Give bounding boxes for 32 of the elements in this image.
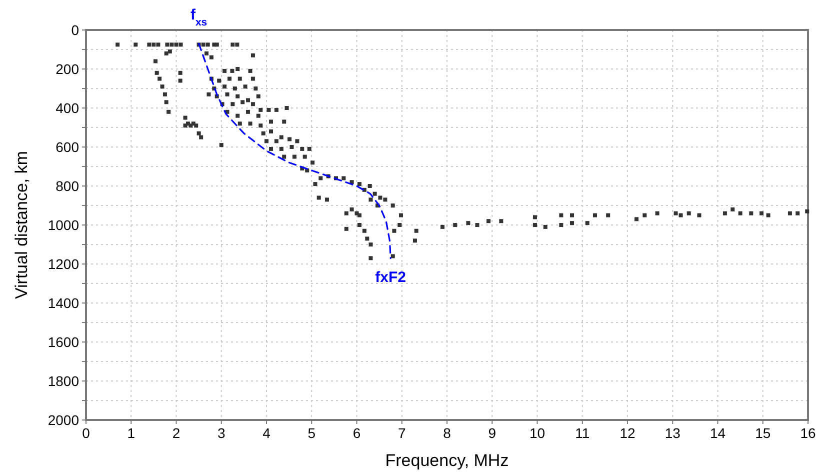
x-tick-label: 4 — [262, 425, 271, 441]
y-tick-label: 600 — [56, 138, 80, 155]
x-tick-label: 1 — [127, 425, 136, 441]
y-tick-label: 800 — [56, 178, 80, 194]
annotation: fxF2 — [375, 269, 406, 286]
x-tick-label: 6 — [352, 425, 361, 441]
x-axis-title: Frequency, MHz — [385, 451, 509, 470]
x-tick-label: 10 — [529, 425, 546, 441]
x-tick-label: 5 — [308, 425, 316, 441]
x-tick-label: 0 — [82, 425, 90, 441]
x-tick-label: 11 — [575, 425, 590, 441]
x-tick-label: 9 — [488, 425, 496, 441]
y-tick-label: 200 — [56, 60, 80, 77]
y-tick-label: 400 — [56, 100, 80, 116]
annotation: f$_{xs}$ — [190, 6, 208, 29]
x-tick-label: 13 — [664, 425, 681, 441]
y-tick-label: 1000 — [48, 216, 80, 233]
y-tick-label: 1400 — [48, 294, 80, 311]
y-tick-label: 1600 — [48, 334, 80, 350]
x-tick-label: 16 — [800, 425, 816, 441]
x-tick-label: 8 — [443, 425, 452, 441]
x-tick-label: 3 — [217, 425, 226, 441]
x-tick-label: 15 — [755, 425, 771, 441]
y-tick-label: 2000 — [48, 412, 80, 428]
x-tick-label: 2 — [172, 425, 180, 441]
y-tick-label: 1800 — [48, 372, 80, 389]
y-tick-label: 1200 — [48, 256, 80, 272]
x-tick-label: 14 — [710, 425, 726, 441]
x-tick-label: 12 — [620, 425, 636, 441]
y-axis-title: Virtual distance, km — [12, 150, 31, 300]
y-tick-label: 0 — [71, 22, 80, 38]
x-tick-label: 7 — [398, 425, 406, 441]
